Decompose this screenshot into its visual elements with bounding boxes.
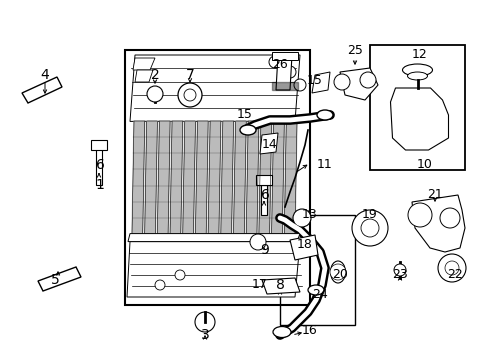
Text: 13: 13: [302, 208, 317, 221]
Polygon shape: [22, 77, 62, 103]
Polygon shape: [246, 121, 258, 234]
Polygon shape: [132, 121, 144, 234]
Text: 5: 5: [51, 273, 59, 287]
Circle shape: [444, 261, 458, 275]
Text: 3: 3: [200, 328, 209, 342]
Polygon shape: [261, 183, 266, 215]
Text: 10: 10: [416, 158, 432, 171]
Polygon shape: [135, 70, 153, 82]
Text: 15: 15: [306, 73, 322, 86]
Ellipse shape: [407, 72, 427, 80]
Polygon shape: [130, 55, 299, 121]
Polygon shape: [170, 121, 183, 234]
Polygon shape: [259, 121, 271, 234]
Bar: [369, 45, 464, 170]
Polygon shape: [271, 82, 297, 90]
Text: 16: 16: [302, 324, 317, 337]
Circle shape: [360, 219, 378, 237]
Text: 6: 6: [260, 188, 269, 202]
Polygon shape: [284, 121, 296, 234]
Polygon shape: [195, 121, 208, 234]
Polygon shape: [275, 55, 291, 90]
Ellipse shape: [402, 64, 431, 76]
Polygon shape: [289, 235, 317, 260]
Polygon shape: [128, 234, 299, 242]
Circle shape: [195, 312, 215, 332]
Polygon shape: [262, 278, 299, 294]
Polygon shape: [260, 133, 278, 154]
Text: 23: 23: [391, 269, 407, 282]
Circle shape: [293, 79, 305, 91]
Polygon shape: [411, 195, 464, 252]
Bar: [280, 215, 354, 325]
Polygon shape: [390, 88, 447, 150]
Text: 8: 8: [275, 278, 284, 292]
Polygon shape: [271, 121, 284, 234]
Text: 17: 17: [251, 279, 267, 292]
Text: 4: 4: [41, 68, 49, 82]
Text: 22: 22: [446, 269, 462, 282]
Text: 24: 24: [311, 288, 327, 302]
Circle shape: [393, 264, 405, 276]
Text: 19: 19: [362, 208, 377, 221]
Circle shape: [178, 83, 202, 107]
Circle shape: [249, 234, 265, 250]
Text: 25: 25: [346, 44, 362, 57]
Circle shape: [292, 209, 310, 227]
Circle shape: [147, 86, 163, 102]
Circle shape: [329, 264, 346, 280]
Polygon shape: [233, 121, 246, 234]
Text: 2: 2: [150, 68, 159, 82]
Polygon shape: [256, 175, 271, 185]
Text: 26: 26: [271, 58, 287, 72]
Circle shape: [175, 270, 184, 280]
Polygon shape: [133, 58, 155, 70]
Ellipse shape: [316, 110, 332, 120]
Circle shape: [183, 89, 196, 101]
Text: 20: 20: [331, 269, 347, 282]
Polygon shape: [127, 242, 299, 297]
Ellipse shape: [330, 261, 345, 283]
Circle shape: [284, 66, 295, 78]
Circle shape: [407, 203, 431, 227]
Polygon shape: [271, 52, 297, 60]
Ellipse shape: [272, 327, 290, 338]
Circle shape: [439, 208, 459, 228]
Text: 12: 12: [411, 49, 427, 62]
Polygon shape: [311, 72, 329, 93]
Polygon shape: [91, 140, 107, 150]
Polygon shape: [339, 68, 377, 100]
Polygon shape: [208, 121, 221, 234]
Circle shape: [437, 254, 465, 282]
Circle shape: [359, 72, 375, 88]
Text: 18: 18: [296, 238, 312, 252]
Text: 1: 1: [95, 178, 104, 192]
Text: 6: 6: [95, 158, 104, 172]
Circle shape: [333, 74, 349, 90]
Text: 7: 7: [185, 68, 194, 82]
Text: 21: 21: [426, 189, 442, 202]
Text: 14: 14: [262, 139, 277, 152]
Text: 9: 9: [260, 243, 269, 257]
Text: 11: 11: [317, 158, 332, 171]
Ellipse shape: [307, 285, 324, 295]
Polygon shape: [38, 267, 81, 291]
Polygon shape: [183, 121, 195, 234]
Polygon shape: [144, 121, 157, 234]
Circle shape: [351, 210, 387, 246]
Text: 15: 15: [237, 108, 252, 122]
Ellipse shape: [240, 125, 256, 135]
Polygon shape: [221, 121, 233, 234]
Circle shape: [155, 280, 164, 290]
Polygon shape: [157, 121, 170, 234]
Polygon shape: [96, 148, 102, 185]
Bar: [125, 50, 309, 305]
Circle shape: [268, 56, 281, 68]
